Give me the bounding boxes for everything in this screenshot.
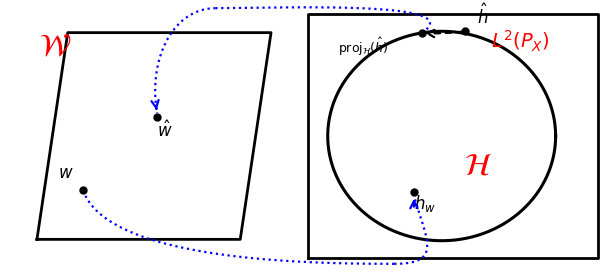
Text: $L^2(P_X)$: $L^2(P_X)$: [491, 29, 550, 54]
Text: $h_w$: $h_w$: [414, 193, 436, 214]
Text: $\mathrm{proj}_{\mathcal{H}}(\hat{h})$: $\mathrm{proj}_{\mathcal{H}}(\hat{h})$: [338, 36, 389, 58]
Text: $w$: $w$: [58, 165, 74, 182]
Text: $\mathcal{W}$: $\mathcal{W}$: [39, 30, 71, 61]
Text: $\hat{h}$: $\hat{h}$: [477, 4, 488, 29]
Text: $\mathcal{H}$: $\mathcal{H}$: [463, 150, 492, 181]
Text: $\hat{w}$: $\hat{w}$: [156, 121, 172, 141]
